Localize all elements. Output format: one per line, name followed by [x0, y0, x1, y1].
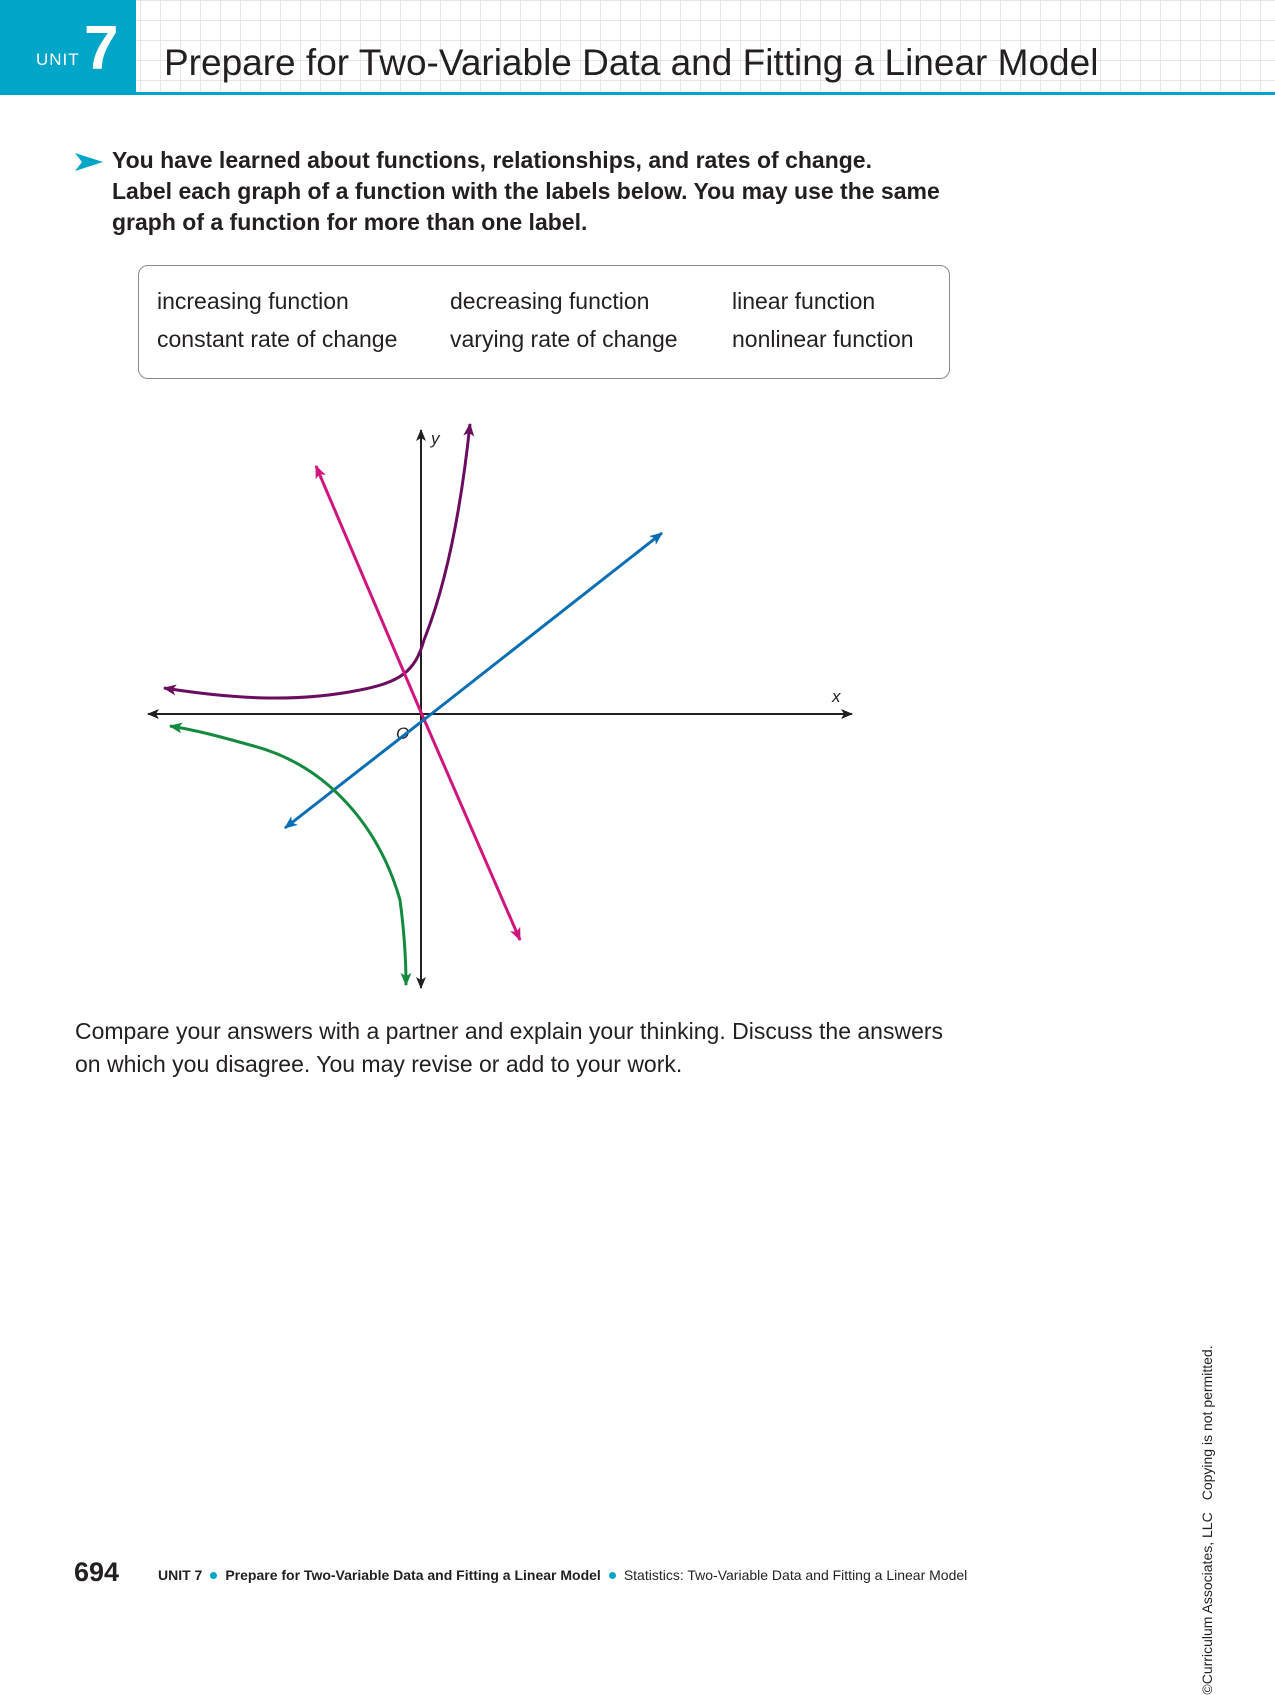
footer-bullet-icon: [210, 1571, 218, 1579]
decreasing-curve: [168, 722, 251, 747]
label-increasing-function: increasing function: [157, 288, 349, 314]
label-linear-function: linear function: [732, 288, 876, 314]
decreasing-line: [314, 464, 422, 711]
footer-unit: UNIT 7: [158, 1567, 203, 1583]
prompt-line: graph of a function for more than one la…: [112, 209, 588, 235]
footer-lesson: Prepare for Two-Variable Data and Fittin…: [225, 1567, 601, 1583]
page-title: Prepare for Two-Variable Data and Fittin…: [164, 42, 1099, 83]
prompt-arrow-icon: [75, 153, 103, 171]
increasing-line: [284, 713, 431, 830]
unit-tab: UNIT 7: [0, 0, 136, 95]
prompt-instructions: You have learned about functions, relati…: [112, 145, 992, 238]
label-nonlinear-function: nonlinear function: [732, 326, 914, 352]
copyright-owner: ©Curriculum Associates, LLC: [1199, 1512, 1215, 1695]
footer-topic: Statistics: Two-Variable Data and Fittin…: [623, 1567, 968, 1583]
increasing-line: [429, 531, 663, 717]
label-varying-rate-of-change: varying rate of change: [450, 326, 678, 352]
decreasing-line: [418, 709, 522, 942]
compare-line: on which you disagree. You may revise or…: [75, 1051, 683, 1077]
exponential-curve: [162, 684, 361, 700]
y-axis-label: y: [430, 429, 441, 448]
label-box: increasing function decreasing function …: [138, 265, 950, 379]
page-footer: UNIT 7 Prepare for Two-Variable Data and …: [158, 1567, 967, 1583]
header-rule: [0, 92, 1275, 95]
exponential-curve: [359, 422, 475, 692]
prompt-line: You have learned about functions, relati…: [112, 147, 872, 173]
label-decreasing-function: decreasing function: [450, 288, 650, 314]
decreasing-curve: [249, 743, 412, 987]
page-number: 694: [74, 1557, 120, 1587]
copyright-text: Copying is not permitted.: [1199, 1345, 1215, 1501]
function-graph: y x O: [147, 422, 853, 989]
footer-bullet-icon: [608, 1571, 616, 1579]
header-grid-background: [0, 0, 1275, 95]
label-constant-rate-of-change: constant rate of change: [157, 326, 398, 352]
unit-word: UNIT: [36, 50, 80, 69]
compare-line: Compare your answers with a partner and …: [75, 1018, 944, 1044]
copyright-notice: ©Curriculum Associates, LLC Copying is no…: [1199, 1345, 1215, 1694]
unit-number: 7: [84, 14, 119, 83]
compare-instructions: Compare your answers with a partner and …: [75, 1015, 975, 1081]
x-axis-label: x: [831, 687, 841, 706]
prompt-line: Label each graph of a function with the …: [112, 178, 940, 204]
